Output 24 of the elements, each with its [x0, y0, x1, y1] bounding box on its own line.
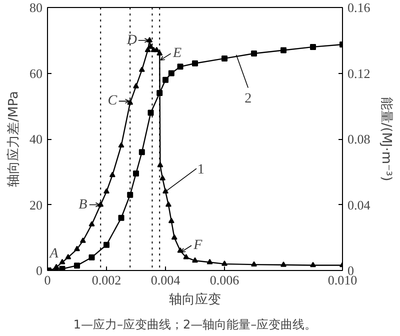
y-tick-label: 0 — [36, 263, 42, 278]
x-tick-label: 0.006 — [210, 272, 240, 288]
annotation: A — [48, 246, 59, 262]
y-tick-label: 60 — [30, 66, 42, 81]
annotation: F — [192, 238, 203, 254]
annotation: 1 — [197, 162, 204, 178]
y-axis-title: 轴向应力差/MPa — [6, 91, 22, 187]
annotation: D — [126, 32, 137, 48]
x-tick-label: 0.004 — [150, 272, 181, 288]
y2-tick-label: 0.12 — [348, 66, 370, 81]
text: 1—应力–应变曲线；2—轴向能量–应变曲线。 — [73, 318, 317, 332]
y2-tick-label: 0.08 — [348, 132, 370, 146]
annotation: B — [78, 197, 88, 212]
y-tick-label: 40 — [30, 132, 42, 146]
y2-axis-title: 能量/(MJ·m⁻³) — [378, 96, 394, 182]
x-tick-label: 0.002 — [92, 272, 122, 288]
x-axis-title: 轴向应变 — [169, 292, 221, 308]
annotation: E — [172, 46, 182, 62]
annotation: C — [108, 94, 118, 109]
y2-tick-label: 0.16 — [348, 0, 371, 15]
y2-tick-label: 0.04 — [348, 197, 371, 212]
y-tick-label: 80 — [30, 0, 42, 15]
annotation: 2 — [244, 92, 252, 107]
y-tick-label: 20 — [30, 197, 42, 212]
